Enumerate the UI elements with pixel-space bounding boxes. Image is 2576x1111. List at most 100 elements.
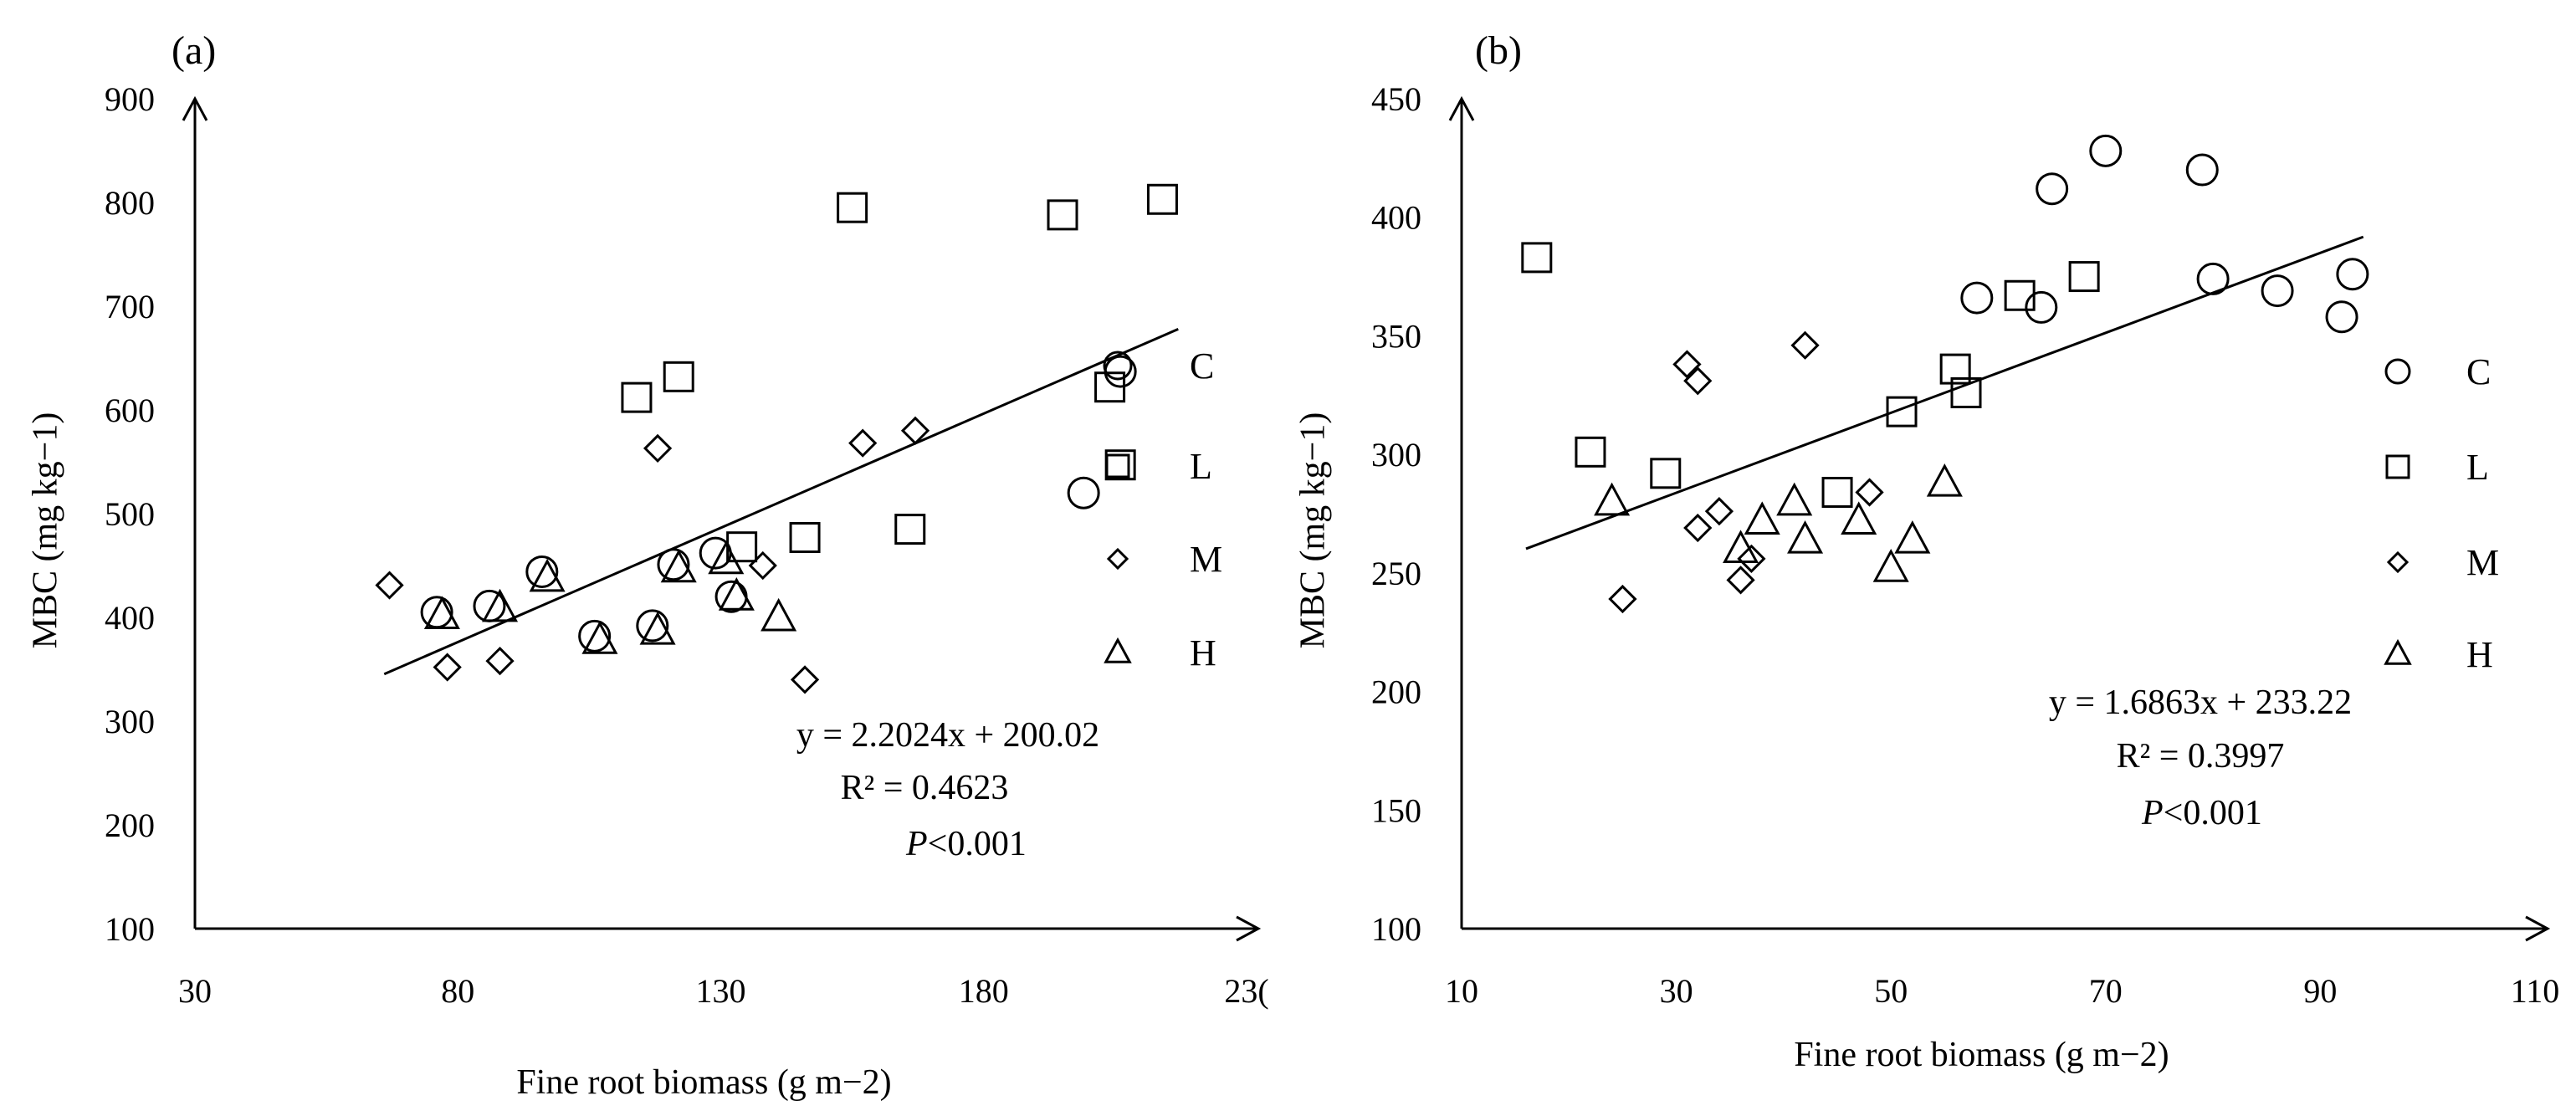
panel-a: 100 200 300 400 500 600 700 800 900 30 80 130 180 23(…: [27, 28, 1269, 1102]
legend-label: C: [1190, 346, 1214, 387]
y-tick-label: 500: [105, 495, 155, 533]
legend-label: M: [2466, 542, 2499, 583]
panel-b: 100 150 200 250 300 350 400 450 10 30 50 70 90 110 (b)…: [1294, 28, 2560, 1074]
series-h: [1594, 463, 1963, 582]
data-point-h: [1594, 482, 1631, 516]
y-axis-label: MBC (mg kg−1): [27, 412, 65, 649]
y-tick-label: 450: [1371, 80, 1421, 118]
p-value-italic: P: [905, 825, 928, 863]
x-tick-label: 130: [696, 972, 746, 1010]
trendline: [383, 327, 1179, 676]
x-axis-label: Fine root biomass (g m−2): [1794, 1036, 2169, 1074]
data-point-l: [621, 381, 653, 413]
data-point-c: [525, 555, 559, 588]
data-point-m: [485, 646, 515, 676]
data-point-c: [1960, 281, 1994, 315]
legend-label: M: [1190, 539, 1222, 580]
data-point-l: [663, 361, 694, 392]
data-point-l: [1521, 242, 1553, 274]
data-point-c: [1067, 476, 1100, 509]
data-point-h: [1723, 530, 1759, 564]
legend-label: H: [1190, 632, 1216, 673]
series-h: [423, 540, 797, 654]
series-m: [1608, 330, 1884, 614]
x-tick-label: 10: [1445, 972, 1478, 1010]
data-point-l: [1939, 353, 1971, 385]
data-point-h: [639, 611, 676, 645]
legend-label: L: [2466, 447, 2489, 488]
p-value-rest: <0.001: [928, 825, 1027, 863]
legend-marker-m: [1106, 547, 1129, 571]
data-point-l: [1146, 183, 1178, 215]
y-axis-label: MBC (mg kg−1): [1294, 412, 1333, 649]
y-tick-label: 200: [105, 806, 155, 844]
data-point-c: [2325, 300, 2358, 334]
data-point-m: [1683, 366, 1713, 396]
x-tick-label: 50: [1874, 972, 1908, 1010]
y-axis-arrow: [182, 95, 208, 121]
x-tick-label: 180: [959, 972, 1009, 1010]
data-point-c: [2261, 274, 2294, 308]
y-tick-label: 700: [105, 288, 155, 325]
y-tick-label: 100: [1371, 910, 1421, 948]
data-point-l: [1950, 376, 1982, 408]
legend-marker-l: [2385, 454, 2410, 479]
legend-marker-l: [1105, 453, 1130, 479]
data-point-h: [529, 558, 566, 592]
y-tick-label: 250: [1371, 555, 1421, 592]
data-point-m: [433, 653, 462, 682]
data-point-h: [482, 588, 519, 622]
x-tick-label: 23(: [1224, 972, 1268, 1010]
series-m: [375, 416, 930, 694]
data-point-l: [837, 192, 868, 223]
data-point-h: [423, 596, 460, 630]
x-tick-label: 110: [2511, 972, 2560, 1010]
data-point-c: [420, 596, 453, 629]
panel-label: (b): [1475, 28, 1522, 73]
regression-equation: y = 1.6863x + 233.22: [2049, 683, 2352, 722]
trendline: [1525, 235, 2364, 550]
data-point-h: [1894, 520, 1931, 554]
series-l: [1521, 242, 2100, 508]
x-tick-label: 30: [1660, 972, 1693, 1010]
data-point-c: [657, 548, 690, 581]
data-point-l: [894, 514, 926, 545]
legend-marker-m: [2386, 550, 2410, 574]
data-point-m: [900, 416, 930, 445]
p-value-rest: <0.001: [2164, 794, 2262, 832]
legend-marker-h: [1104, 637, 1132, 663]
y-tick-label: 200: [1371, 673, 1421, 711]
data-point-m: [1726, 566, 1755, 595]
data-point-h: [1926, 463, 1963, 497]
data-point-h: [718, 577, 755, 611]
data-point-l: [1575, 436, 1606, 468]
y-tick-label: 600: [105, 392, 155, 429]
data-point-c: [2336, 258, 2369, 291]
data-point-h: [660, 549, 697, 583]
data-point-h: [1744, 501, 1780, 535]
y-tick-label: 300: [105, 703, 155, 740]
data-point-c: [2185, 153, 2219, 187]
legend-label: C: [2466, 351, 2491, 392]
y-tick-label: 800: [105, 184, 155, 222]
series-l: [621, 183, 1178, 563]
data-point-m: [1608, 584, 1637, 614]
legend-marker-c: [2384, 358, 2411, 385]
data-point-c: [636, 609, 669, 643]
x-tick-label: 80: [441, 972, 474, 1010]
data-point-c: [473, 589, 506, 622]
legend-marker-h: [2384, 638, 2412, 665]
data-point-c: [2025, 290, 2058, 324]
data-point-l: [1650, 458, 1682, 489]
data-point-c: [578, 619, 612, 653]
legend-label: L: [1190, 446, 1212, 487]
x-tick-label: 90: [2303, 972, 2337, 1010]
y-tick-label: 150: [1371, 791, 1421, 829]
p-value: P<0.001: [905, 825, 1027, 863]
data-point-h: [1776, 482, 1813, 516]
x-axis-label: Fine root biomass (g m−2): [516, 1063, 891, 1102]
data-point-m: [375, 571, 404, 600]
data-point-h: [1841, 501, 1877, 535]
data-point-m: [1704, 497, 1734, 526]
